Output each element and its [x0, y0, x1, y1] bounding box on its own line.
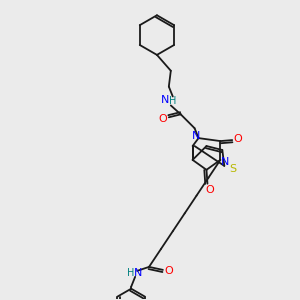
Text: O: O — [205, 184, 214, 195]
Text: O: O — [164, 266, 173, 276]
Text: H: H — [169, 97, 176, 106]
Text: N: N — [161, 95, 169, 106]
Text: N: N — [134, 268, 142, 278]
Text: N: N — [191, 131, 200, 141]
Text: N: N — [221, 157, 230, 167]
Text: O: O — [234, 134, 243, 144]
Text: O: O — [158, 114, 167, 124]
Text: H: H — [128, 268, 135, 278]
Text: S: S — [230, 164, 237, 174]
